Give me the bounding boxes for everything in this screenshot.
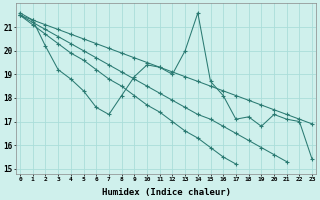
X-axis label: Humidex (Indice chaleur): Humidex (Indice chaleur) (101, 188, 231, 197)
